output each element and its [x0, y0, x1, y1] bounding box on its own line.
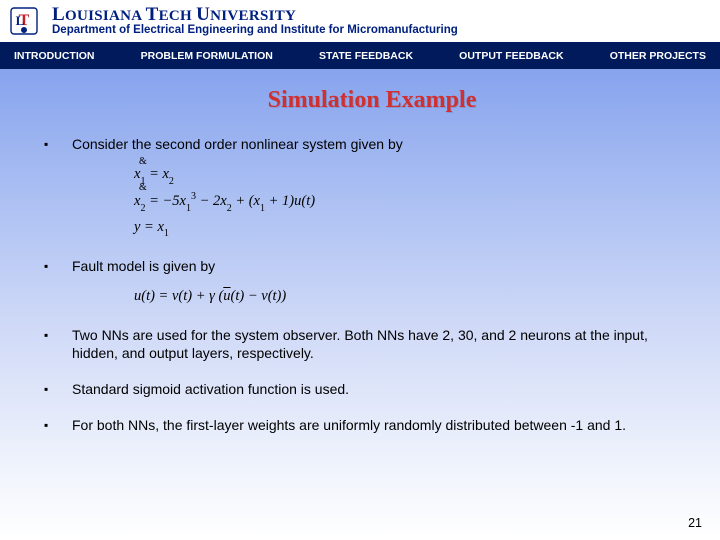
nav-introduction[interactable]: INTRODUCTION	[14, 50, 95, 62]
header-titles: LOUISIANA TECH UNIVERSITY Department of …	[52, 5, 458, 37]
header: T L LOUISIANA TECH UNIVERSITY Department…	[0, 0, 720, 43]
svg-text:L: L	[16, 13, 25, 28]
slide-title: Simulation Example	[68, 87, 676, 114]
bullet-1-text: Consider the second order nonlinear syst…	[72, 136, 403, 152]
bullet-4-text: Standard sigmoid activation function is …	[72, 381, 349, 397]
department-name: Department of Electrical Engineering and…	[52, 25, 458, 37]
bullet-5: For both NNs, the first-layer weights ar…	[68, 417, 676, 435]
bullet-4: Standard sigmoid activation function is …	[68, 381, 676, 399]
bullet-1: Consider the second order nonlinear syst…	[68, 136, 676, 240]
bullet-3: Two NNs are used for the system observer…	[68, 327, 676, 363]
bullet-list: Consider the second order nonlinear syst…	[68, 136, 676, 435]
bullet-2-text: Fault model is given by	[72, 258, 215, 274]
nav-other-projects[interactable]: OTHER PROJECTS	[610, 50, 706, 62]
fault-equation: u(t) = v(t) + γ (u(t) − v(t))	[134, 284, 676, 309]
nav-output-feedback[interactable]: OUTPUT FEEDBACK	[459, 50, 563, 62]
bullet-5-text: For both NNs, the first-layer weights ar…	[72, 417, 626, 433]
page-number: 21	[688, 516, 702, 530]
university-logo: T L	[8, 5, 40, 37]
nav-state-feedback[interactable]: STATE FEEDBACK	[319, 50, 413, 62]
slide-body: Simulation Example Consider the second o…	[0, 69, 720, 435]
bullet-3-text: Two NNs are used for the system observer…	[72, 327, 648, 361]
nav-problem-formulation[interactable]: PROBLEM FORMULATION	[141, 50, 273, 62]
nav-bar: INTRODUCTION PROBLEM FORMULATION STATE F…	[0, 43, 720, 69]
bullet-2: Fault model is given by u(t) = v(t) + γ …	[68, 258, 676, 309]
university-name: LOUISIANA TECH UNIVERSITY	[52, 5, 458, 24]
system-equations: x&1 = x2 x&2 = −5x13 − 2x2 + (x1 + 1)u(t…	[134, 162, 676, 241]
